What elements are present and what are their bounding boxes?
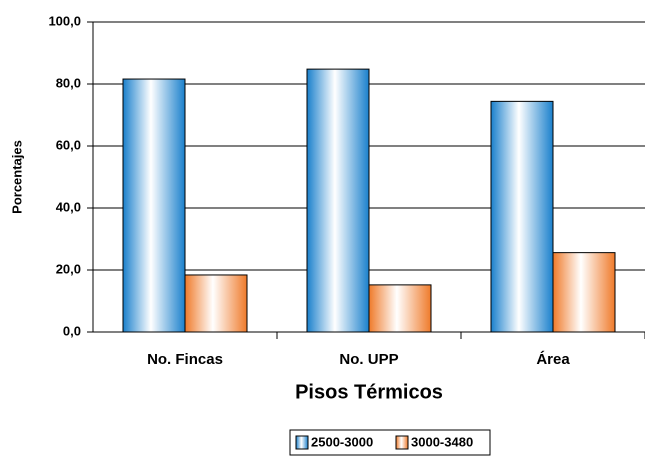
- x-axis-label: Pisos Térmicos: [295, 381, 443, 403]
- legend-marker: [395, 435, 409, 450]
- y-tick-label: 80,0: [56, 75, 81, 90]
- x-tick-label: No. UPP: [339, 351, 398, 368]
- bar: [490, 100, 554, 333]
- legend-box: [289, 429, 491, 456]
- y-tick-label: 40,0: [56, 199, 81, 214]
- bar: [306, 68, 370, 333]
- x-tick-label: Área: [536, 351, 570, 368]
- legend-label: 3000-3480: [411, 434, 473, 449]
- bar: [552, 252, 616, 333]
- y-tick-label: 20,0: [56, 261, 81, 276]
- y-tick-label: 100,0: [48, 13, 81, 28]
- bar: [184, 274, 248, 333]
- y-tick-label: 0,0: [63, 323, 81, 338]
- legend-marker: [295, 435, 309, 450]
- y-tick-label: 60,0: [56, 137, 81, 152]
- legend-label: 2500-3000: [311, 434, 373, 449]
- bar: [368, 284, 432, 333]
- x-tick-label: No. Fincas: [147, 351, 223, 368]
- bar: [122, 78, 186, 333]
- y-axis-label: Porcentajes: [9, 140, 24, 214]
